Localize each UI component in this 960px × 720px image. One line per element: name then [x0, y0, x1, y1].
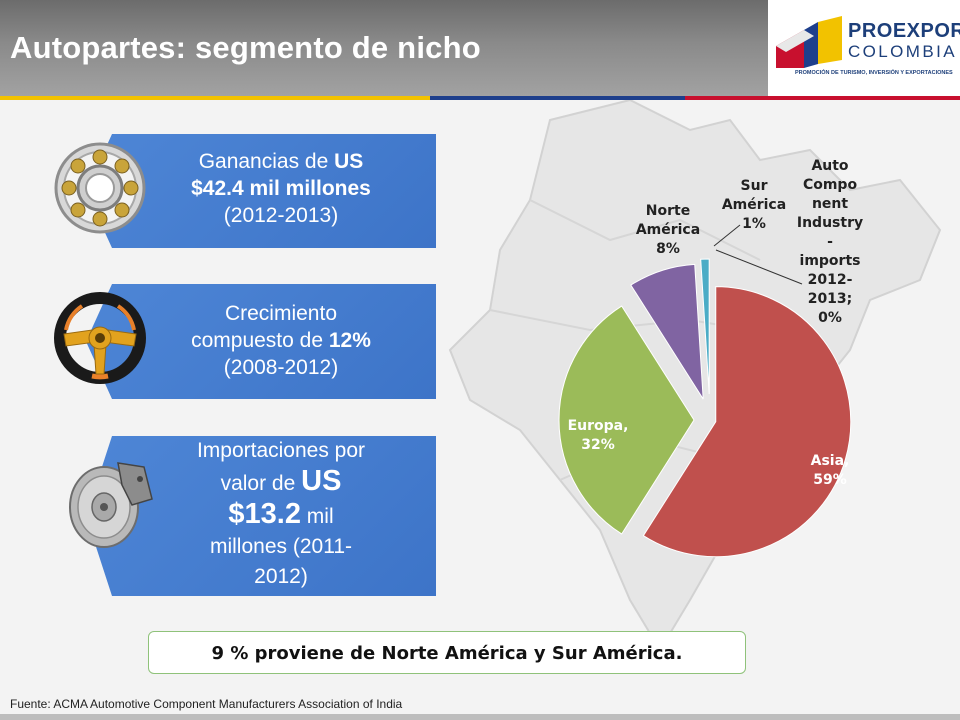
card-growth-rate: 12%	[329, 329, 371, 352]
pie-label-norte-am-rica: Norte América 8%	[636, 203, 700, 257]
steering-wheel-icon	[52, 290, 148, 386]
ball-bearing-icon	[52, 140, 148, 236]
card-revenue-amount: $42.4 mil millones	[191, 177, 371, 200]
card-growth-text: Crecimiento compuesto de 12% (2008-2012)	[126, 300, 436, 381]
card-revenue-period: (2012-2013)	[224, 204, 338, 227]
card-revenue-text: Ganancias de US $42.4 mil millones (2012…	[126, 148, 436, 229]
proexport-logo-icon	[774, 14, 844, 74]
page-title: Autopartes: segmento de nicho	[10, 30, 481, 66]
card-imports-text-a: Importaciones por	[197, 439, 365, 462]
card-revenue-text-b: US	[334, 150, 363, 173]
highlight-note: 9 % proviene de Norte América y Sur Amér…	[148, 631, 746, 674]
stripe-yellow	[0, 96, 430, 100]
logo-colombia: COLOMBIA	[848, 42, 957, 62]
card-growth-period: (2008-2012)	[224, 356, 338, 379]
card-imports-text: Importaciones por valor de US $13.2 mil …	[126, 436, 436, 592]
region-pie-chart: Asia, 59%Europa, 32%Norte América 8%Sur Améri…	[540, 100, 960, 580]
card-imports-us: US	[301, 465, 341, 497]
pie-leader-line-auto	[716, 250, 802, 284]
source-note: Fuente: ACMA Automotive Component Manufa…	[10, 697, 402, 711]
card-imports-text-f: millones (2011-	[210, 535, 352, 558]
card-growth-text-a: Crecimiento	[225, 302, 337, 325]
pie-label-sur-am-rica: Sur América 1%	[722, 178, 786, 232]
card-revenue-text-a: Ganancias de	[199, 150, 334, 173]
card-imports-amount: $13.2	[228, 498, 301, 530]
card-imports-text-g: 2012)	[254, 565, 308, 588]
logo-tagline: PROMOCIÓN DE TURISMO, INVERSIÓN Y EXPORT…	[795, 70, 955, 76]
logo-proexport: PROEXPORT	[848, 20, 960, 43]
card-growth-text-b: compuesto de	[191, 329, 329, 352]
card-imports-text-b: valor de	[221, 472, 302, 495]
pie-label-auto-component-industry-imports-2012-2013: Auto Compo nent Industry -imports 2012-2013; 0…	[797, 158, 863, 326]
brake-disc-icon	[60, 455, 156, 551]
bottom-rule	[0, 714, 960, 720]
card-imports-text-e: mil	[301, 505, 334, 528]
pie-leader-line-sur	[714, 225, 740, 246]
